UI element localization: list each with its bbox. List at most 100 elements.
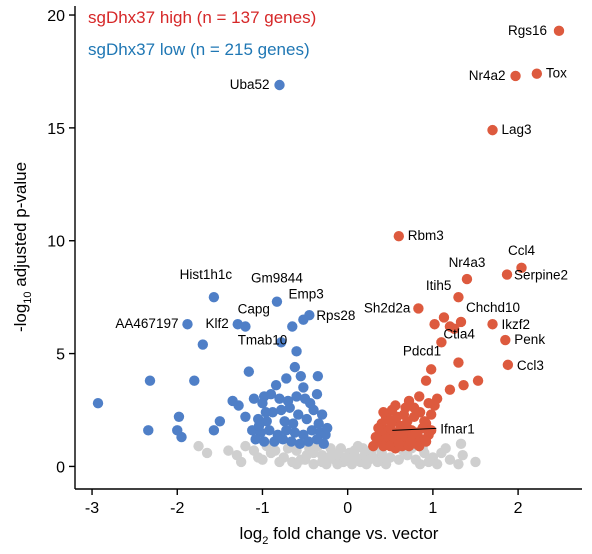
low-point [264,425,275,436]
low-point [172,425,183,436]
gene-label: Uba52 [230,77,270,92]
gene-label: Nr4a2 [469,68,506,83]
low-point [318,438,330,450]
gene-label: Pdcd1 [403,343,441,358]
low-point [144,375,156,386]
low-point [173,411,185,422]
gene-label: Rps28 [316,308,355,323]
gene-label: Ccl4 [508,243,535,258]
x-tick-label: 2 [514,500,523,517]
high-point [393,438,404,450]
low-point [291,346,302,357]
high-point [501,269,513,280]
low-point [299,393,311,404]
gene-label: Capg [238,302,270,317]
ns-point [201,447,213,459]
high-point [378,407,389,418]
high-point [391,411,403,422]
gene-labels: Rgs16 Nr4a2 Tox Lag3 Rbm3 Ccl4 Nr4a3 Serpine2 It… [115,23,568,436]
ns-point [453,458,464,470]
legend-entry-high: sgDhx37 high (n = 137 genes) [88,8,316,27]
y-axis-label-suffix: adjusted p-value [11,162,30,291]
gene-label: Tmab10 [238,332,288,347]
high-point [417,422,428,434]
high-point [425,425,437,436]
high-point [453,357,464,368]
gene-label: Gm9844 [251,271,303,286]
y-tick-label: 0 [56,459,65,476]
y-tick-label: 10 [47,234,65,251]
gene-label: Lag3 [502,122,532,137]
ns-point [223,445,234,456]
low-point [322,422,333,434]
high-point [408,402,420,413]
low-point [281,425,292,436]
low-point [269,436,280,447]
ns-point [274,456,285,468]
high-point [472,375,484,386]
gene-label: AA467197 [115,316,178,331]
low-point [143,425,154,436]
ns-point [291,458,302,470]
leader-line [392,427,437,431]
x-tick-label: 0 [343,500,352,517]
ns-point [248,445,260,456]
high-point [502,359,514,371]
ns-point [352,440,364,452]
low-point [279,416,290,427]
low-point [197,339,209,350]
low-point [298,382,309,393]
low-point [291,391,302,402]
high-point [368,440,379,452]
gene-label: Itih5 [426,278,452,293]
y-axis-label: -log10 adjusted p-value [11,162,34,332]
high-point [516,262,527,274]
non-significant-points [193,438,481,470]
high-point [400,402,411,413]
low-point [277,434,289,445]
low-point [253,420,265,432]
ns-point [308,458,319,470]
high-point [413,303,424,314]
high-point [531,68,543,79]
ns-point [235,456,247,468]
low-point [316,409,328,420]
high-point [395,427,406,438]
ns-point [393,454,404,465]
axes [74,6,582,490]
low-point [294,438,306,450]
x-axis-label-suffix: fold change vs. vector [268,524,438,543]
gene-label: Chchd10 [466,300,520,315]
high-point [455,316,467,328]
low-point [240,321,251,332]
high-point [420,375,432,386]
low-point [270,379,282,391]
low-point [265,389,277,400]
ns-point [378,452,389,463]
ns-point [470,456,481,468]
high-point [444,384,456,395]
high-point [393,231,404,242]
high-point [458,379,469,391]
x-tick-label: -3 [85,500,99,517]
gene-label: Rbm3 [408,228,444,243]
low-point [295,370,307,382]
x-axis-label-subscript: 2 [262,535,268,547]
ns-point [423,456,434,468]
low-point [271,296,283,307]
low-point [289,361,301,373]
x-tick-label: -2 [170,500,184,517]
low-point [240,411,251,422]
gene-label: Klf2 [205,316,228,331]
high-point [438,312,450,323]
low-point [298,314,309,325]
ns-point [301,449,312,461]
low-point [303,436,314,447]
low-point [257,398,268,409]
high-point [487,319,498,330]
gene-label: Sh2d2a [364,300,411,315]
y-tick-label: 20 [47,8,65,25]
low-point [260,407,272,418]
